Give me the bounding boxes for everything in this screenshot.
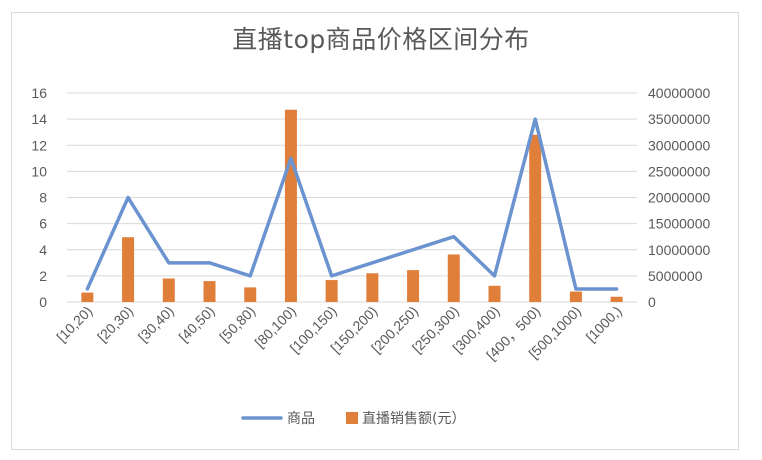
left-tick-label: 4 — [39, 242, 47, 258]
legend: 商品 直播销售额(元） — [241, 410, 465, 427]
bar — [529, 134, 542, 302]
legend-label: 商品 — [287, 411, 315, 427]
left-tick-label: 6 — [39, 216, 47, 232]
right-tick-label: 35000000 — [648, 111, 711, 127]
bar — [366, 273, 379, 302]
right-tick-label: 20000000 — [648, 190, 711, 206]
legend-label: 直播销售额(元） — [362, 410, 465, 427]
x-tick-label: [20,30) — [94, 303, 136, 345]
left-tick-label: 16 — [31, 85, 47, 101]
chart-title: 直播top商品价格区间分布 — [232, 25, 530, 54]
bar — [325, 280, 338, 302]
left-tick-label: 10 — [31, 163, 47, 179]
bar — [203, 281, 216, 302]
left-tick-label: 8 — [39, 190, 47, 206]
bar — [244, 287, 257, 302]
right-tick-label: 25000000 — [648, 163, 711, 179]
right-axis-ticks: 0 5000000 10000000 15000000 20000000 25000000… — [648, 85, 711, 310]
right-tick-label: 15000000 — [648, 216, 711, 232]
left-axis-ticks: 0 2 4 6 8 10 12 14 16 — [31, 85, 47, 310]
right-tick-label: 10000000 — [648, 242, 711, 258]
x-axis-ticks: [10,20)[20,30)[30,40)[40,50)[50,80)[80,1… — [53, 303, 624, 363]
right-tick-label: 0 — [648, 294, 656, 310]
bar — [162, 278, 175, 302]
bar — [407, 270, 420, 302]
bar-series — [81, 109, 623, 302]
x-tick-label: [1000,) — [583, 303, 625, 345]
x-tick-label: [10,20) — [53, 303, 95, 345]
x-tick-label: [30,40) — [135, 303, 177, 345]
bar — [447, 254, 460, 302]
bar — [122, 237, 135, 302]
gridlines — [67, 92, 637, 303]
bar — [284, 109, 297, 302]
bar — [610, 296, 623, 302]
right-tick-label: 40000000 — [648, 85, 711, 101]
left-tick-label: 2 — [39, 268, 47, 284]
line-series-path — [85, 117, 619, 291]
left-tick-label: 14 — [31, 111, 47, 127]
line-series — [85, 117, 619, 291]
legend-bar-swatch — [346, 412, 358, 424]
left-tick-label: 0 — [39, 294, 47, 310]
bar — [81, 292, 94, 302]
right-tick-label: 5000000 — [648, 268, 703, 284]
right-tick-label: 30000000 — [648, 137, 711, 153]
x-tick-label: [40,50) — [175, 303, 217, 345]
chart-frame — [11, 12, 739, 450]
bar — [488, 285, 501, 302]
bar — [569, 291, 582, 302]
left-tick-label: 12 — [31, 137, 47, 153]
